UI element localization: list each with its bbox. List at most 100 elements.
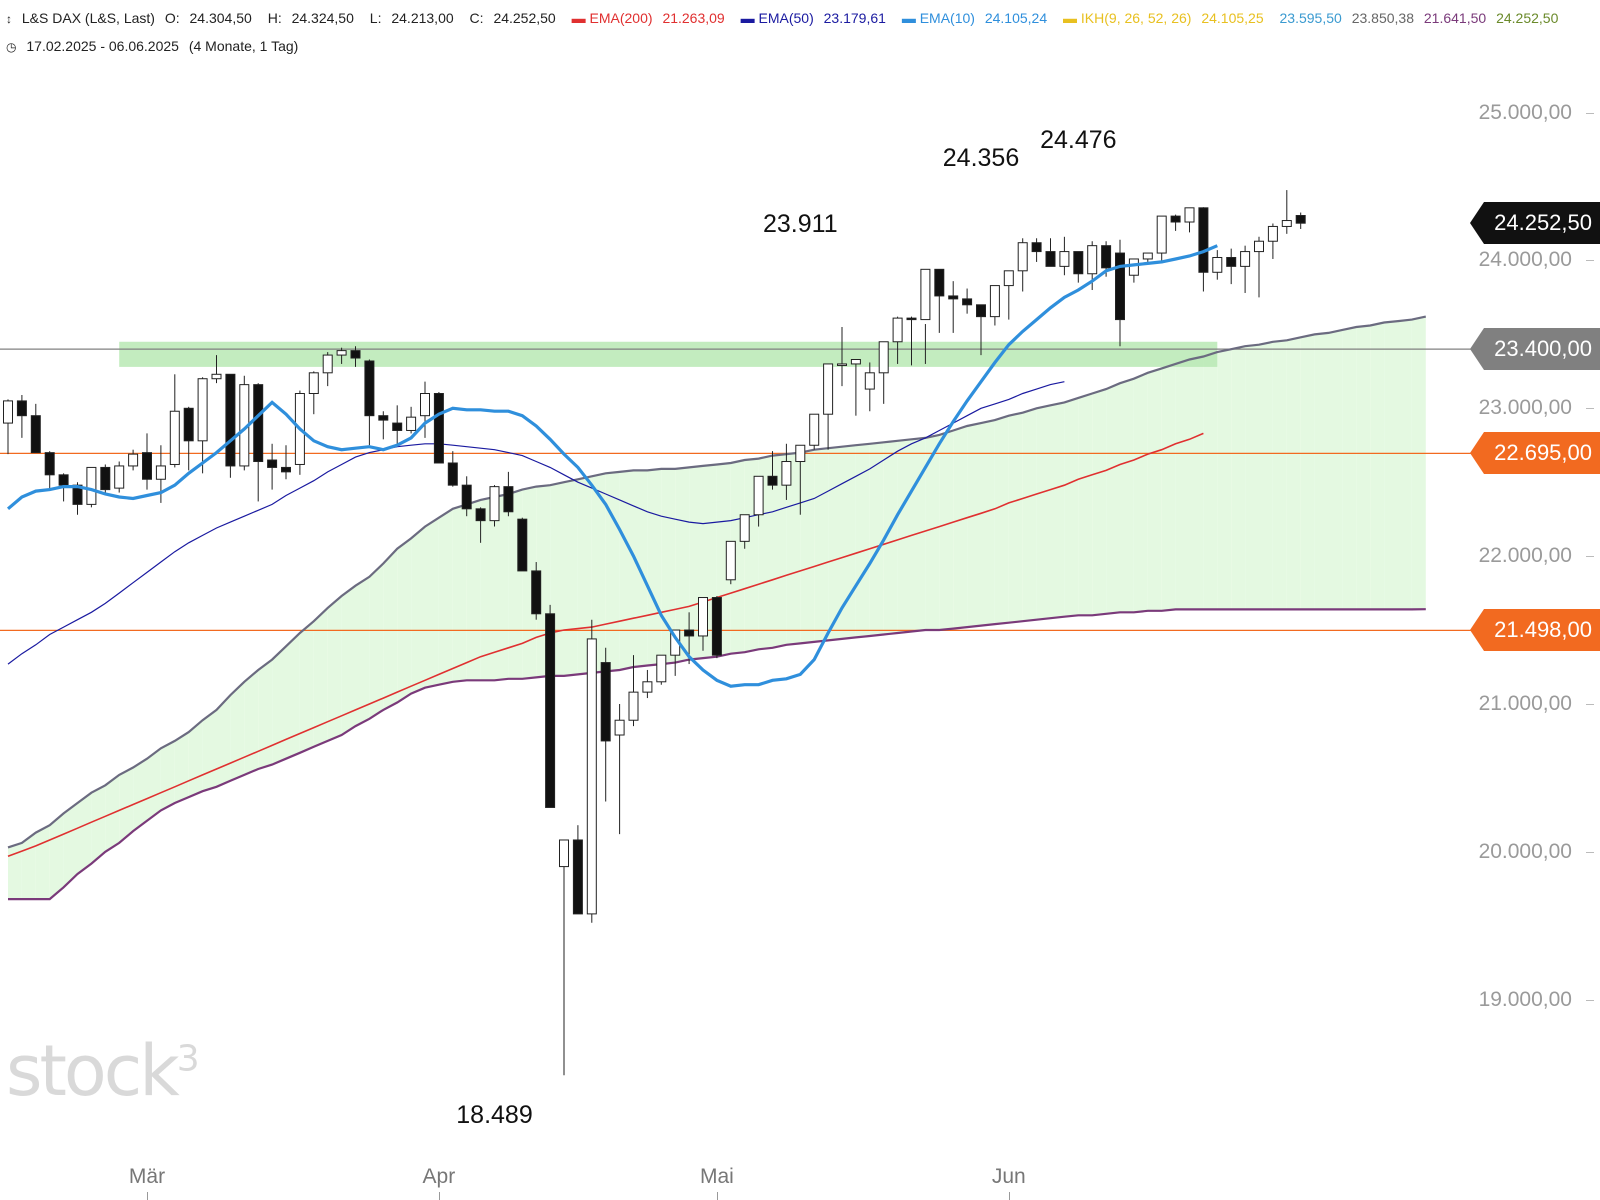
- candle-bull: [642, 681, 653, 693]
- candle-bull: [3, 400, 13, 424]
- ichimoku-cloud-segment: [647, 468, 662, 666]
- candle-bear: [1170, 215, 1181, 223]
- ikh-value-2: 23.850,38: [1351, 10, 1414, 26]
- candle-bear: [58, 474, 69, 486]
- ichimoku-cloud-segment: [397, 538, 412, 703]
- candle-bull: [1156, 215, 1167, 254]
- ichimoku-cloud-segment: [772, 454, 787, 648]
- ichimoku-cloud-segment: [508, 489, 523, 679]
- price-badge: 21.498,00: [1470, 609, 1600, 652]
- y-tick-label: 22.000,00: [1478, 544, 1572, 568]
- ikh-span-a-line: [7, 315, 1427, 849]
- ichimoku-cloud-segment: [842, 445, 856, 639]
- candle-bull: [155, 465, 166, 480]
- ichimoku-cloud-segment: [480, 496, 495, 681]
- candle-bear: [545, 613, 556, 808]
- candle-bear: [475, 508, 486, 522]
- y-tick-label: 24.000,00: [1478, 248, 1572, 272]
- candle-bear: [1045, 251, 1056, 267]
- ichimoku-cloud-segment: [855, 443, 870, 638]
- ichimoku-cloud-segment: [438, 508, 453, 685]
- y-tick-label: 21.000,00: [1478, 691, 1572, 715]
- candle-bear: [1198, 207, 1209, 273]
- ichimoku-cloud-segment: [425, 517, 439, 688]
- candle-bull: [1212, 256, 1223, 273]
- candle-bear: [461, 484, 472, 510]
- candle-bear: [1031, 242, 1042, 253]
- ichimoku-cloud-segment: [313, 607, 328, 747]
- indicator-ema200[interactable]: ▬ EMA(200) 21.263,09: [571, 10, 725, 26]
- ichimoku-cloud-segment: [91, 785, 106, 864]
- candle-bull: [1254, 240, 1264, 253]
- candle-bear: [531, 570, 542, 615]
- candle-bear: [44, 452, 55, 476]
- price-annotation: 23.911: [762, 209, 838, 238]
- ichimoku-cloud-segment: [1008, 412, 1023, 623]
- indicator-ema50[interactable]: ▬ EMA(50) 23.179,61: [740, 10, 886, 26]
- ichimoku-cloud-segment: [1259, 341, 1273, 610]
- price-annotation: 24.356: [942, 143, 1020, 172]
- ichimoku-cloud-segment: [1203, 352, 1218, 610]
- candle-bull: [795, 444, 806, 463]
- candle-bull: [1087, 245, 1098, 275]
- ichimoku-cloud-segment: [174, 732, 189, 804]
- candle-bull: [1128, 258, 1139, 276]
- price-annotation: 18.489: [456, 1101, 533, 1130]
- indicator-ikh[interactable]: ▬ IKH(9, 26, 52, 26) 24.105,25: [1063, 10, 1264, 26]
- ichimoku-cloud-segment: [147, 748, 161, 821]
- ichimoku-cloud-segment: [1286, 337, 1301, 610]
- candle-bear: [600, 662, 611, 742]
- y-tick-label: 25.000,00: [1478, 100, 1572, 124]
- candle-bear: [906, 317, 917, 321]
- candle-bear: [503, 486, 514, 513]
- candle-bull: [197, 378, 208, 442]
- candle-bull: [781, 461, 792, 486]
- candle-bear: [1073, 251, 1084, 275]
- candle-bear: [378, 415, 389, 421]
- candle-bear: [281, 466, 291, 473]
- ichimoku-cloud-segment: [1078, 393, 1093, 616]
- candle-bull: [1017, 242, 1028, 272]
- candle-bear: [364, 360, 375, 417]
- ichimoku-cloud-segment: [63, 803, 78, 888]
- price-badge: 22.695,00: [1470, 432, 1600, 475]
- ichimoku-cloud-segment: [1300, 334, 1315, 610]
- indicator-ema10[interactable]: ▬ EMA(10) 24.105,24: [901, 10, 1048, 26]
- y-tick-mark: [1586, 703, 1594, 705]
- candle-bull: [1240, 251, 1251, 267]
- x-tick-mark: [147, 1192, 148, 1200]
- ema50-line: [7, 381, 1065, 665]
- candle-bull: [559, 839, 569, 868]
- ichimoku-cloud-segment: [286, 633, 300, 759]
- ichimoku-cloud-segment: [994, 415, 1009, 625]
- ichimoku-cloud-segment: [49, 813, 64, 900]
- ichimoku-cloud-segment: [883, 440, 898, 635]
- ichimoku-cloud-segment: [1370, 322, 1385, 610]
- ichimoku-cloud-segment: [1106, 383, 1120, 614]
- candle-bull: [753, 475, 764, 516]
- x-tick-mark: [438, 1192, 440, 1200]
- ichimoku-cloud-segment: [1064, 397, 1079, 617]
- ichimoku-cloud-segment: [869, 442, 884, 636]
- ichimoku-cloud-segment: [1092, 389, 1107, 616]
- candle-bull: [725, 540, 736, 581]
- candle-bear: [934, 268, 945, 297]
- ichimoku-cloud-segment: [786, 452, 801, 645]
- candle-bear: [350, 350, 361, 359]
- candle-bull: [114, 465, 125, 489]
- ichimoku-cloud-segment: [828, 446, 842, 641]
- candle-bull: [169, 410, 180, 465]
- candle-bull: [837, 363, 847, 366]
- y-tick-mark: [1586, 999, 1594, 1001]
- candle-bull: [823, 363, 834, 415]
- ichimoku-cloud-segment: [1245, 344, 1259, 610]
- ichimoku-cloud-segment: [133, 758, 147, 832]
- candle-bear: [142, 452, 152, 480]
- ichimoku-cloud-segment: [1398, 319, 1412, 610]
- ichimoku-cloud-segment: [466, 499, 481, 681]
- candle-bear: [1101, 245, 1112, 269]
- candle-bull: [1142, 252, 1153, 260]
- price-badge: 23.400,00: [1470, 328, 1600, 371]
- ichimoku-cloud-segment: [1189, 356, 1204, 610]
